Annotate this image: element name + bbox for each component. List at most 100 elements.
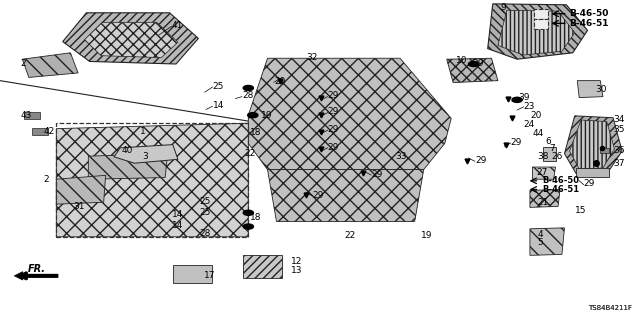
Text: 14: 14 [212,101,224,110]
Text: 26: 26 [552,152,563,161]
Circle shape [468,61,479,67]
Text: 42: 42 [44,127,55,136]
Text: 19: 19 [421,231,433,240]
Text: 33: 33 [396,152,407,161]
Text: FR.: FR. [28,264,46,275]
Polygon shape [577,81,603,98]
Text: 3: 3 [142,152,148,161]
Text: 29: 29 [328,108,339,116]
Text: 7: 7 [549,144,555,153]
Text: 22: 22 [344,231,356,240]
Text: 29: 29 [328,143,339,152]
Text: 43: 43 [20,111,32,120]
Polygon shape [532,167,556,179]
Polygon shape [543,147,556,161]
Text: 29: 29 [584,180,595,188]
Text: 29: 29 [328,92,339,100]
Text: 28: 28 [242,92,253,100]
Polygon shape [447,58,498,83]
Text: 39: 39 [472,60,484,68]
Polygon shape [570,120,614,169]
Circle shape [243,224,253,229]
Circle shape [243,210,253,215]
Text: 23: 23 [524,102,535,111]
Text: B-46-51: B-46-51 [570,19,609,28]
Polygon shape [84,22,178,58]
Text: 30: 30 [595,85,607,94]
Polygon shape [56,123,248,237]
Text: 31: 31 [74,202,85,211]
Polygon shape [600,148,609,153]
Text: 2: 2 [20,60,26,68]
Polygon shape [24,112,40,119]
Polygon shape [243,255,282,278]
Polygon shape [248,58,451,170]
Text: 38: 38 [538,152,549,161]
Text: 28: 28 [200,229,211,238]
Text: 27: 27 [536,168,548,177]
Text: 35: 35 [613,125,625,134]
Polygon shape [56,175,106,204]
Text: 20: 20 [530,111,541,120]
Text: TS84B4211F: TS84B4211F [588,305,632,311]
Text: 29: 29 [274,77,285,86]
Polygon shape [32,128,48,135]
Text: 34: 34 [613,116,625,124]
Text: 29: 29 [371,170,383,179]
Text: 25: 25 [212,82,224,91]
Circle shape [248,113,258,118]
Text: 18: 18 [250,128,261,137]
Polygon shape [530,189,560,207]
Text: 25: 25 [200,208,211,217]
Text: 36: 36 [613,146,625,155]
Polygon shape [88,154,168,179]
Polygon shape [173,265,212,283]
Text: 19: 19 [261,111,273,120]
FancyBboxPatch shape [534,19,548,29]
Text: 14: 14 [172,221,183,230]
Text: B-46-51: B-46-51 [543,185,580,194]
Polygon shape [63,13,198,64]
Text: 21: 21 [538,198,549,207]
Text: 4: 4 [538,230,543,239]
Text: 41: 41 [172,21,183,30]
Text: 9: 9 [500,4,506,12]
Text: 29: 29 [511,138,522,147]
Polygon shape [498,10,575,55]
Text: 39: 39 [518,93,530,102]
Text: 32: 32 [306,53,317,62]
Text: 2: 2 [44,175,49,184]
Text: 5: 5 [538,238,543,247]
Text: 17: 17 [204,271,215,280]
Text: 40: 40 [122,146,133,155]
Text: 24: 24 [524,120,535,129]
Text: 6: 6 [545,137,551,146]
Text: 14: 14 [172,210,183,219]
Text: 15: 15 [575,206,586,215]
Text: 18: 18 [250,213,261,222]
Text: 12: 12 [291,257,303,266]
Text: B-46-50: B-46-50 [543,176,580,185]
Polygon shape [22,53,78,77]
Text: 22: 22 [244,149,256,158]
Text: 44: 44 [532,129,544,138]
Polygon shape [576,168,609,177]
Polygon shape [114,145,178,163]
Circle shape [243,85,253,91]
Polygon shape [530,228,564,255]
Text: 29: 29 [312,191,324,200]
Text: TS84B4211F: TS84B4211F [588,305,632,311]
Text: 37: 37 [613,159,625,168]
Text: 10: 10 [456,56,467,65]
Text: 1: 1 [140,127,145,136]
Polygon shape [564,116,622,173]
Polygon shape [488,4,588,59]
Circle shape [512,97,522,102]
Polygon shape [268,170,424,221]
Text: 13: 13 [291,266,303,275]
Text: B-46-50: B-46-50 [570,9,609,18]
FancyBboxPatch shape [534,9,548,19]
Text: 25: 25 [200,197,211,206]
Text: 29: 29 [475,156,486,165]
Text: 29: 29 [328,125,339,134]
